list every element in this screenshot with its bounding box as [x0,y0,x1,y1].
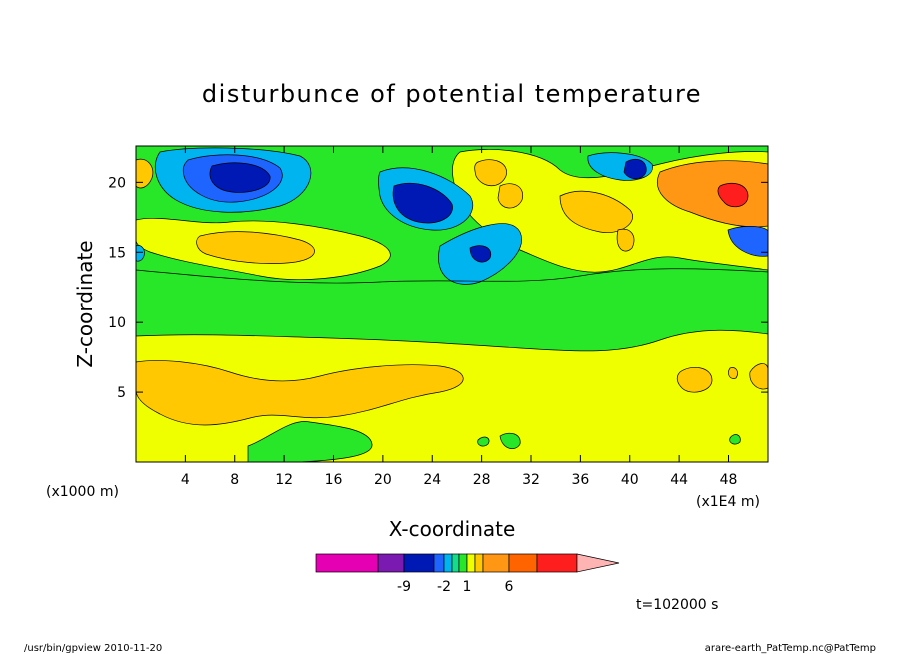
x-tick-label: 24 [423,472,441,488]
x-tick-label: 32 [522,472,540,488]
colorbar-segment [482,553,510,573]
colorbar-segment [466,553,476,573]
colorbar [315,553,620,573]
colorbar-tick-label: -9 [397,579,411,595]
chart-title: disturbunce of potential temperature [202,80,702,108]
x-tick-label: 36 [571,472,589,488]
colorbar-arrow [576,553,620,573]
y-unit-label: (x1000 m) [46,484,119,500]
colorbar-segment [474,553,484,573]
colorbar-tick-label: -2 [437,579,451,595]
x-tick-label: 28 [473,472,491,488]
x-tick-label: 20 [374,472,392,488]
x-tick-label: 12 [275,472,293,488]
y-axis-label: Z-coordinate [73,240,97,367]
x-tick-label: 4 [181,472,190,488]
x-axis-label: X-coordinate [389,517,516,541]
y-tick-label: 20 [108,175,126,191]
y-tick-label: 5 [117,385,126,401]
footer-left: /usr/bin/gpview 2010-11-20 [24,643,162,654]
y-axis: 5 10 15 20 [108,175,768,401]
footer-right: arare-earth_PatTemp.nc@PatTemp [705,643,876,654]
colorbar-tick-labels: -9 -2 1 6 [397,579,514,595]
x-tick-label: 8 [230,472,239,488]
x-tick-label: 48 [720,472,738,488]
x-tick-label: 16 [325,472,343,488]
colorbar-segment [443,553,453,573]
time-label: t=102000 s [636,597,718,613]
colorbar-segment [508,553,538,573]
colorbar-segment [377,553,405,573]
plot-frame [135,145,769,463]
x-tick-label: 40 [621,472,639,488]
colorbar-tick-label: 6 [505,579,514,595]
y-tick-label: 10 [108,315,126,331]
colorbar-segment [315,553,379,573]
contour-field [136,146,768,462]
y-tick-label: 15 [108,245,126,261]
x-unit-label: (x1E4 m) [696,494,760,510]
colorbar-segment [458,553,468,573]
colorbar-segment [451,553,460,573]
x-tick-label: 44 [670,472,688,488]
colorbar-segment [536,553,578,573]
colorbar-segment [433,553,445,573]
colorbar-tick-label: 1 [463,579,472,595]
colorbar-segment [403,553,435,573]
x-axis: 4 8 12 16 20 24 28 32 36 40 44 48 [181,146,738,488]
